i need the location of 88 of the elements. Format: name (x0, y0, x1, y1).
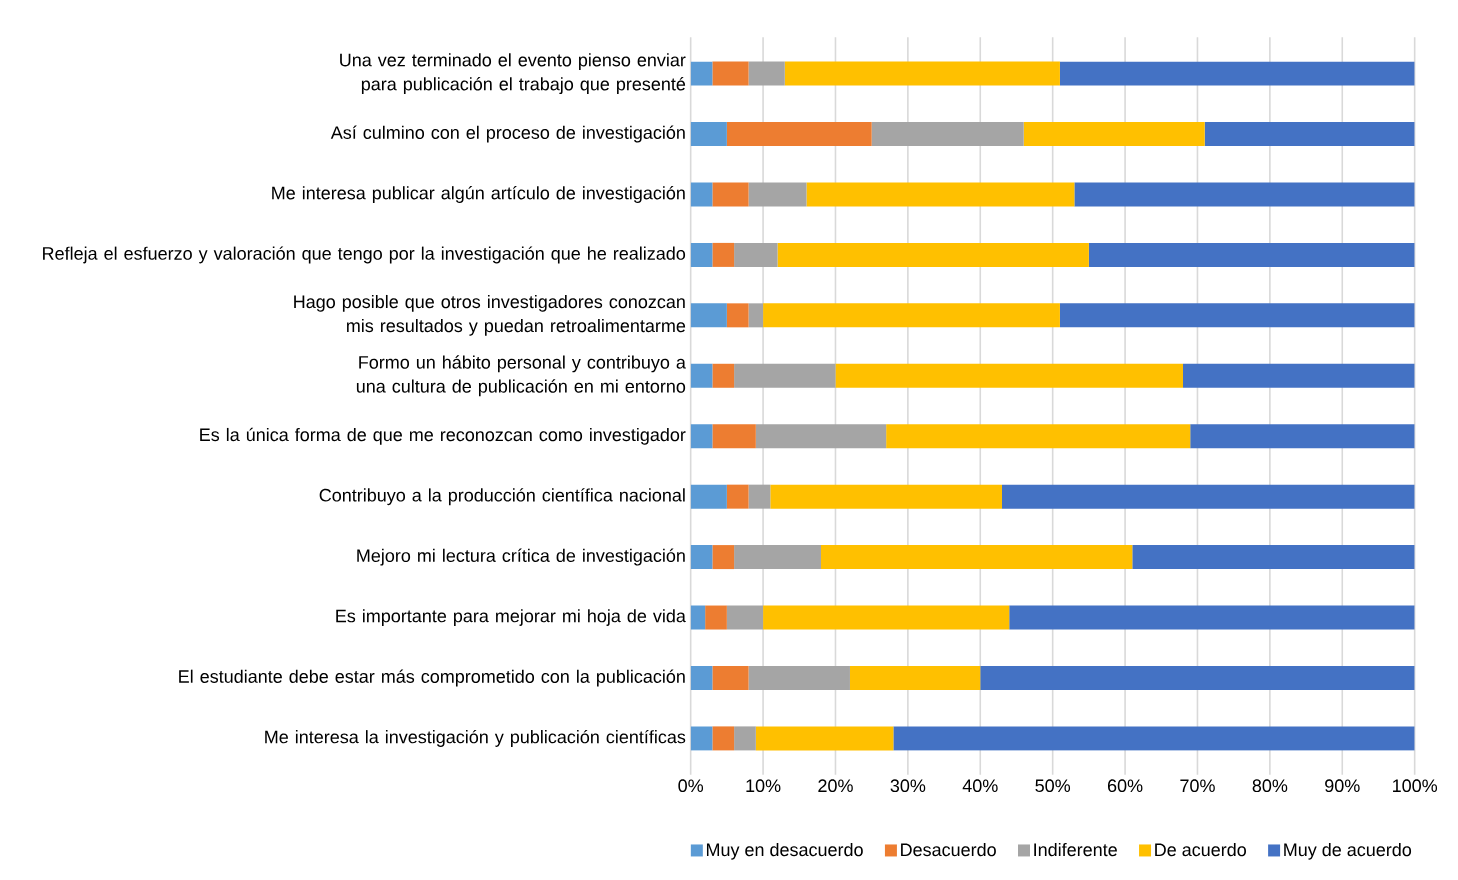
y-tick-label: Es la única forma de que me reconozcan como investigador (200, 427, 686, 445)
bar (726, 303, 749, 328)
y-tick-label: Me interesa publicar algún artículo de investigación (272, 185, 685, 203)
bar (893, 726, 1415, 751)
y-tick-label: Mejoro mi lectura crítica de investigación (357, 548, 685, 566)
bar (1088, 242, 1415, 267)
bar (1132, 545, 1415, 570)
x-tick-label: 100% (1393, 779, 1438, 793)
bar (705, 605, 727, 630)
bar (770, 484, 1002, 509)
bar (726, 484, 749, 509)
bar (763, 303, 1060, 328)
bar (712, 545, 735, 570)
y-tick-label: Es importante para mejorar mi hoja de vida (336, 609, 686, 626)
bar (690, 665, 713, 690)
y-tick-label: Así culmino con el proceso de investigación (330, 125, 685, 143)
bar (712, 242, 735, 267)
y-tick-label: El estudiante debe estar más comprometido con la publicación (179, 669, 685, 687)
legend-label: De acuerdo (1155, 842, 1246, 857)
bar (835, 363, 1183, 388)
bar (1074, 182, 1415, 207)
legend-label: Indiferente (1034, 842, 1117, 857)
bar (734, 242, 778, 267)
bar (1059, 61, 1415, 86)
bar (734, 545, 821, 570)
bar (690, 726, 713, 751)
bar (690, 122, 727, 147)
bar (755, 424, 887, 449)
bar (712, 363, 735, 388)
bar (1204, 122, 1415, 147)
bar (690, 182, 713, 207)
bar (690, 545, 713, 570)
x-tick-label: 50% (1035, 779, 1071, 793)
bar (712, 182, 749, 207)
bar (734, 363, 836, 388)
bar (849, 665, 981, 690)
bar (1001, 484, 1415, 509)
bar (690, 363, 713, 388)
bar (755, 726, 894, 751)
legend-label: Muy en desacuerdo (706, 842, 863, 860)
x-tick-label: 20% (818, 779, 853, 793)
bar (748, 484, 771, 509)
legend-label: Muy de acuerdo (1284, 842, 1412, 860)
bar (726, 122, 872, 147)
bar (1009, 605, 1415, 630)
bar (690, 605, 706, 630)
bar (820, 545, 1133, 570)
x-tick-label: 0% (678, 779, 704, 793)
bar (712, 424, 756, 449)
x-tick-label: 70% (1180, 779, 1215, 793)
y-tick-label: Refleja el esfuerzo y valoración que tengo por la investigación que he realizado (43, 246, 686, 264)
bar (871, 122, 1024, 147)
bar (748, 303, 764, 328)
bar (763, 605, 1010, 630)
bar (777, 242, 1089, 267)
bar (690, 61, 713, 86)
x-tick-label: 60% (1107, 779, 1143, 793)
bar (748, 61, 785, 86)
bar (748, 182, 807, 207)
bar (690, 424, 713, 449)
x-tick-label: 40% (962, 779, 998, 793)
legend-label: Desacuerdo (901, 842, 996, 857)
bar (690, 242, 713, 267)
y-tick-label: Contribuyo a la producción científica nacional (319, 488, 685, 506)
bar (1190, 424, 1415, 449)
bar (1182, 363, 1415, 388)
y-tick-label: Hago posible que otros investigadores conozcan mis resultados y puedan retroalimentarme (294, 294, 686, 336)
bar (748, 665, 850, 690)
x-tick-label: 90% (1325, 779, 1360, 793)
bar (712, 61, 749, 86)
x-tick-label: 10% (746, 779, 781, 793)
bar (980, 665, 1415, 690)
bar (690, 484, 727, 509)
bar (1059, 303, 1415, 328)
bar (806, 182, 1075, 207)
bar (712, 665, 749, 690)
bar (886, 424, 1191, 449)
bar (690, 303, 727, 328)
y-tick-label: Formo un hábito personal y contribuyo a una cultura de publicación en mi entorno (356, 355, 686, 397)
bar (712, 726, 735, 751)
bar (784, 61, 1060, 86)
bar (1023, 122, 1205, 147)
x-tick-label: 80% (1252, 779, 1288, 793)
bar (734, 726, 756, 751)
bar (726, 605, 764, 630)
y-tick-label: Una vez terminado el evento pienso enviar para publicación el trabajo que presenté (340, 53, 686, 94)
y-tick-label: Me interesa la investigación y publicación científicas (265, 729, 686, 747)
x-tick-label: 30% (890, 779, 926, 793)
